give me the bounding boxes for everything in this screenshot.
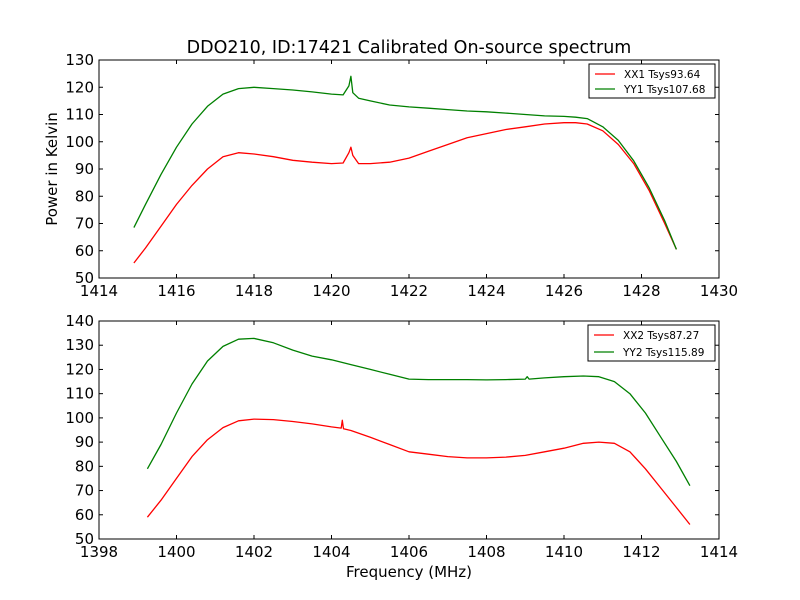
bottom-x-tick-label: 1400: [157, 543, 195, 561]
top-legend-label-xx1: XX1 Tsys93.64: [624, 69, 701, 81]
bottom-y-tick-label: 60: [75, 506, 94, 524]
top-panel-y-axis-label: Power in Kelvin: [43, 112, 61, 226]
bottom-y-tick-label: 70: [75, 482, 94, 500]
bottom-y-tick-label: 140: [65, 312, 94, 330]
bottom-x-tick-label: 1412: [622, 543, 660, 561]
top-x-tick-label: 1414: [80, 282, 118, 300]
top-x-tick-label: 1428: [622, 282, 660, 300]
top-spectrum-panel: DDO210, ID:17421 Calibrated On-source sp…: [43, 38, 738, 300]
top-legend-label-yy1: YY1 Tsys107.68: [623, 84, 705, 96]
top-y-tick-label: 50: [75, 269, 94, 287]
top-panel-legend: XX1 Tsys93.64 YY1 Tsys107.68: [588, 63, 716, 99]
top-x-tick-label: 1424: [467, 282, 505, 300]
top-y-tick-label: 100: [65, 133, 94, 151]
bottom-panel-ticks: 1398 1400 1402 1404 1406 1408 1410 1412 1414 50 60…: [65, 312, 738, 561]
top-x-tick-label: 1422: [390, 282, 428, 300]
bottom-x-tick-label: 1414: [700, 543, 738, 561]
bottom-series-line-yy2: [146, 337, 691, 487]
bottom-y-tick-label: 130: [65, 336, 94, 354]
top-series-line-xx1: [133, 122, 677, 264]
bottom-x-tick-label: 1398: [80, 543, 118, 561]
bottom-panel-legend: XX2 Tsys87.27 YY2 Tsys115.89: [587, 324, 716, 362]
bottom-panel-x-axis-label: Frequency (MHz): [346, 563, 472, 581]
top-x-tick-label: 1420: [312, 282, 350, 300]
bottom-y-tick-label: 90: [75, 433, 94, 451]
top-x-tick-label: 1416: [157, 282, 195, 300]
top-panel-ticks: 1414 1416 1418 1420 1422 1424 1426 1428 1430 50 60…: [65, 51, 738, 300]
bottom-x-tick-label: 1402: [235, 543, 273, 561]
top-series-line-yy1: [133, 75, 678, 250]
top-y-tick-label: 60: [75, 242, 94, 260]
top-y-tick-label: 130: [65, 51, 94, 69]
top-y-tick-label: 70: [75, 215, 94, 233]
bottom-x-tick-label: 1406: [390, 543, 428, 561]
top-x-tick-label: 1418: [235, 282, 273, 300]
bottom-x-tick-label: 1408: [467, 543, 505, 561]
bottom-y-tick-label: 120: [65, 360, 94, 378]
bottom-y-tick-label: 110: [65, 385, 94, 403]
bottom-legend-label-yy2: YY2 Tsys115.89: [622, 347, 704, 359]
bottom-spectrum-panel: Frequency (MHz) 1398 1400 1402 1404 1406 1408…: [65, 312, 738, 581]
top-panel-title: DDO210, ID:17421 Calibrated On-source sp…: [187, 38, 632, 58]
top-y-tick-label: 90: [75, 160, 94, 178]
bottom-y-tick-label: 80: [75, 457, 94, 475]
top-panel-frame: [98, 59, 720, 279]
bottom-y-tick-label: 50: [75, 530, 94, 548]
top-panel-series-layer: [133, 75, 678, 264]
bottom-y-tick-label: 100: [65, 409, 94, 427]
bottom-legend-box: [587, 324, 716, 362]
bottom-x-tick-label: 1404: [312, 543, 350, 561]
top-legend-box: [588, 63, 716, 99]
bottom-x-tick-label: 1410: [545, 543, 583, 561]
top-x-tick-label: 1430: [700, 282, 738, 300]
bottom-series-line-xx2: [146, 418, 691, 525]
top-y-tick-label: 110: [65, 106, 94, 124]
bottom-panel-series-layer: [146, 337, 691, 525]
top-x-tick-label: 1426: [545, 282, 583, 300]
top-y-tick-label: 120: [65, 78, 94, 96]
bottom-panel-frame: [98, 320, 720, 540]
bottom-legend-label-xx2: XX2 Tsys87.27: [623, 330, 699, 342]
top-y-tick-label: 80: [75, 187, 94, 205]
